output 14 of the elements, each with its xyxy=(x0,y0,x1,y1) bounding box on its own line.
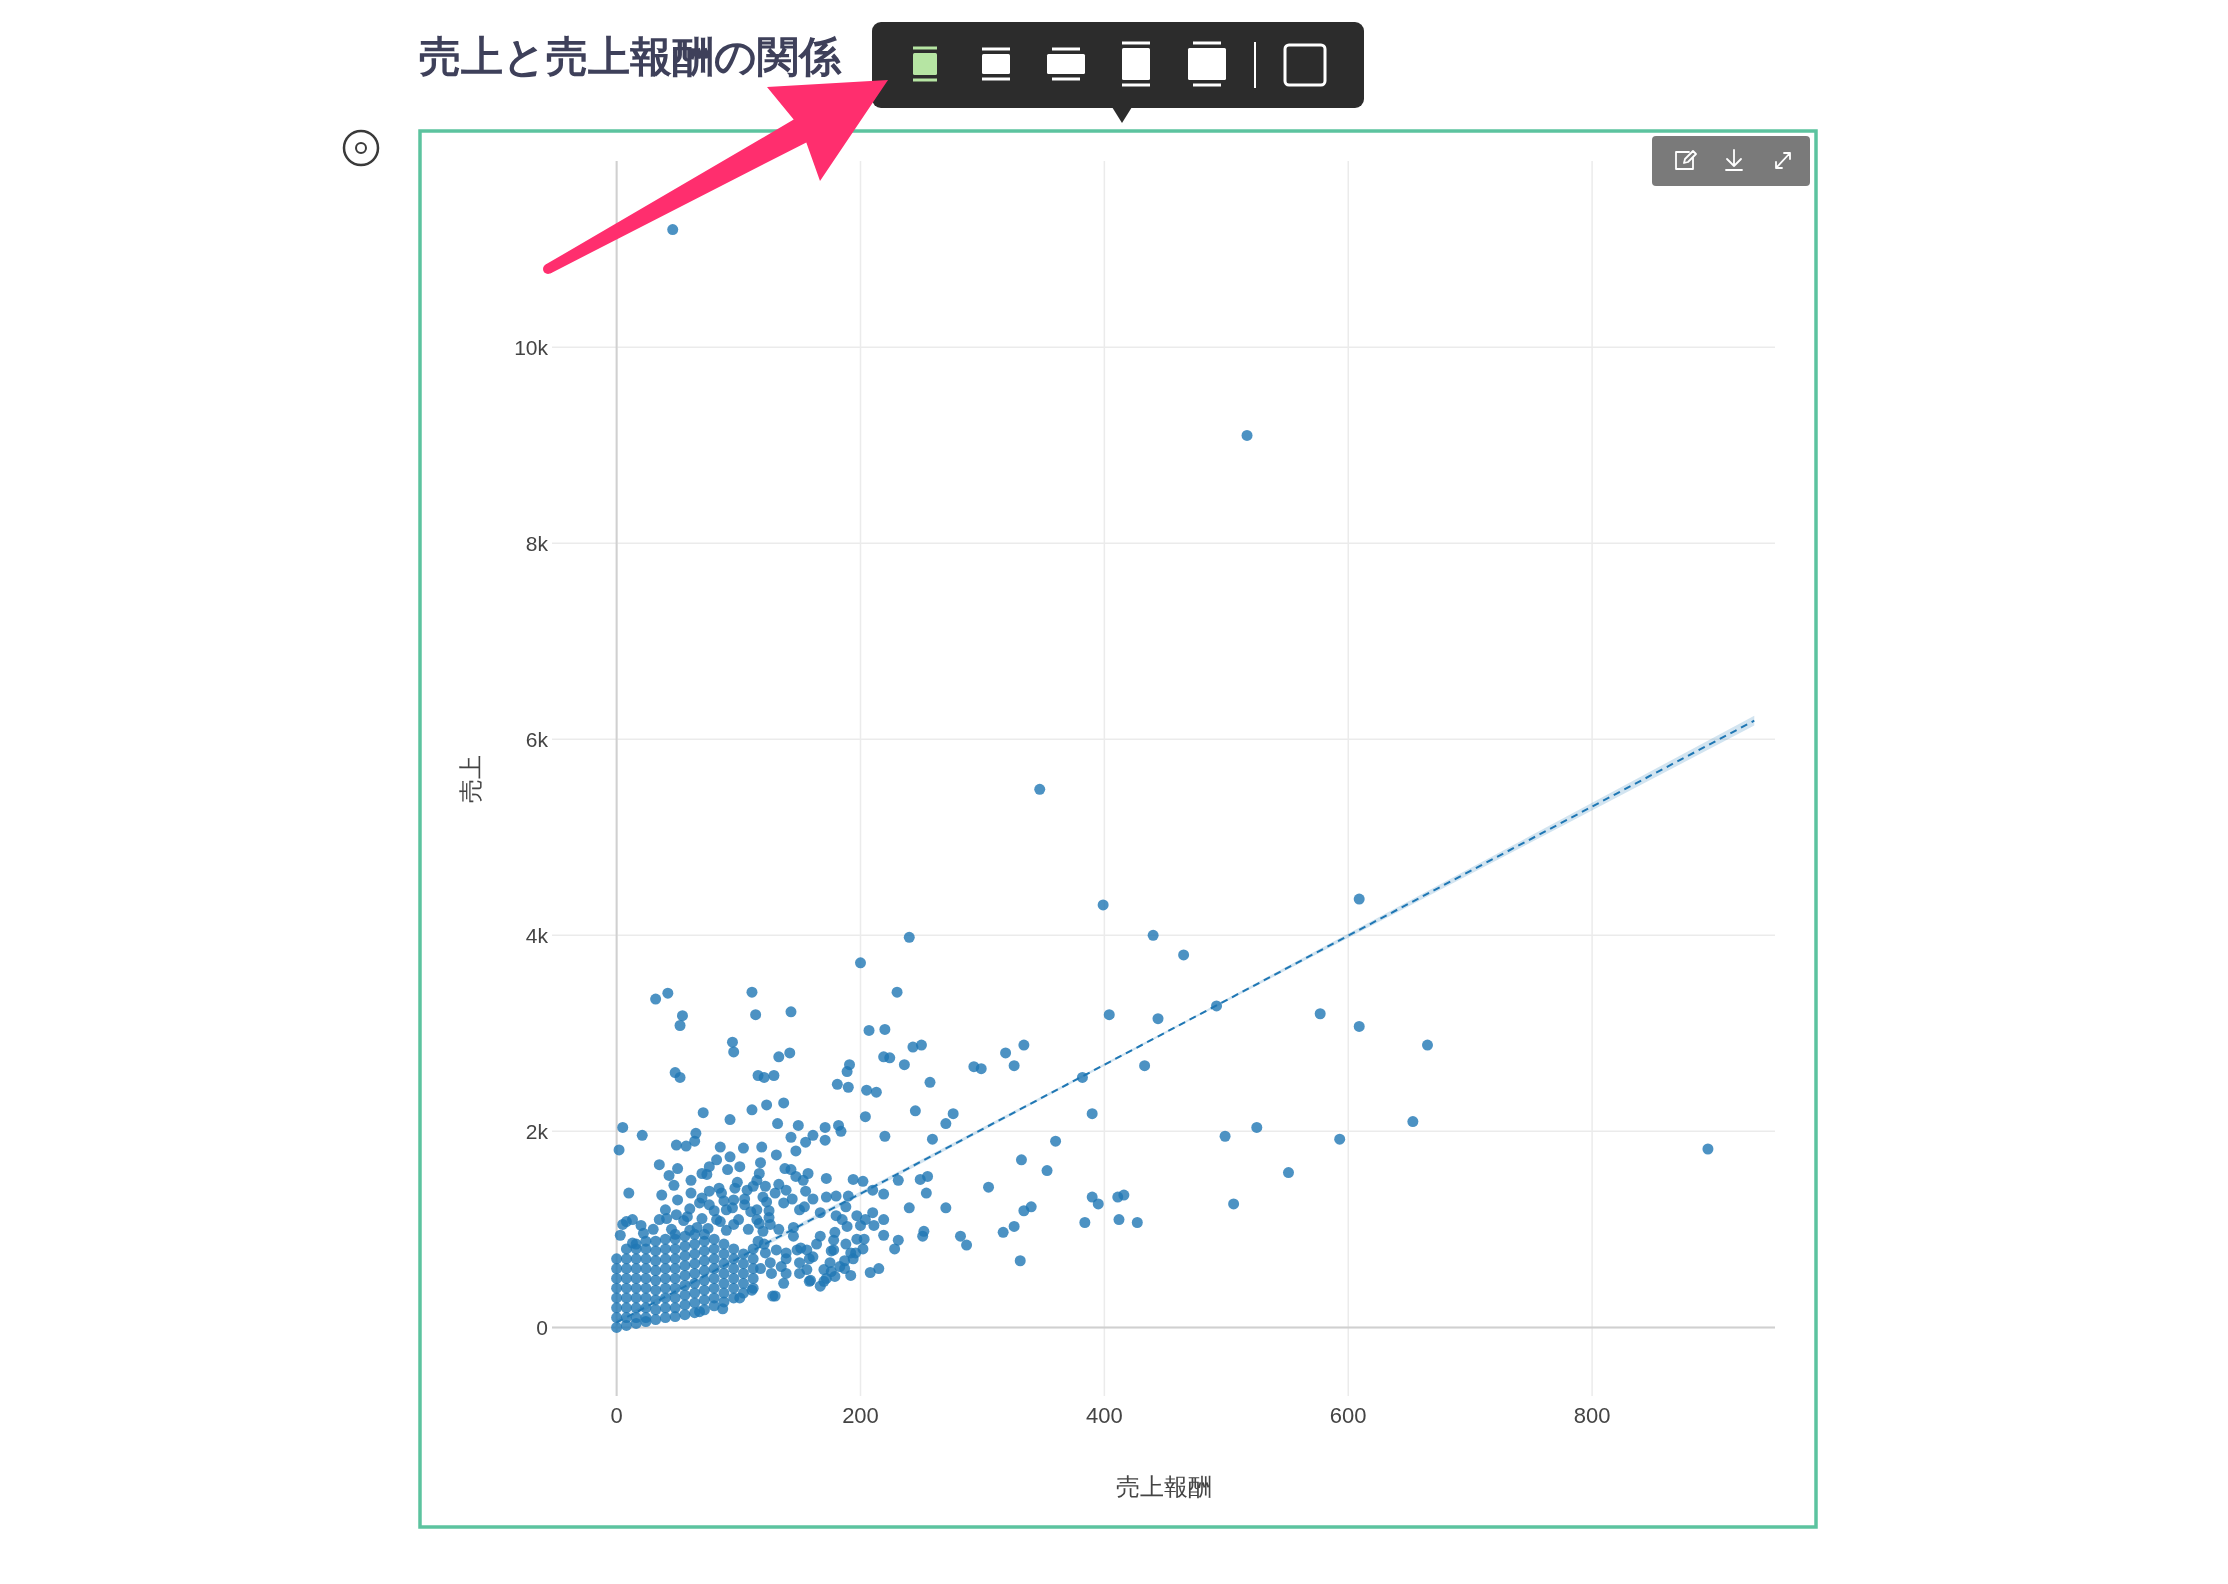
y-tick-label: 2k xyxy=(525,1119,548,1143)
title: 売上と売上報酬の関係 xyxy=(419,33,841,80)
x-tick-label: 400 xyxy=(1086,1403,1123,1428)
x-tick-label: 600 xyxy=(1329,1403,1367,1428)
y-axis-title: 売上 xyxy=(457,754,484,803)
y-tick-label: 0 xyxy=(536,1315,548,1339)
y-tick-label: 4k xyxy=(525,923,548,947)
y-tick-label: 10k xyxy=(514,335,548,359)
y-tick-label: 8k xyxy=(525,531,548,555)
x-tick-label: 0 xyxy=(610,1403,623,1428)
x-axis-title: 売上報酬 xyxy=(1115,1473,1212,1500)
x-tick-label: 200 xyxy=(842,1403,879,1428)
y-tick-label: 6k xyxy=(525,727,548,751)
x-tick-label: 800 xyxy=(1573,1403,1611,1428)
